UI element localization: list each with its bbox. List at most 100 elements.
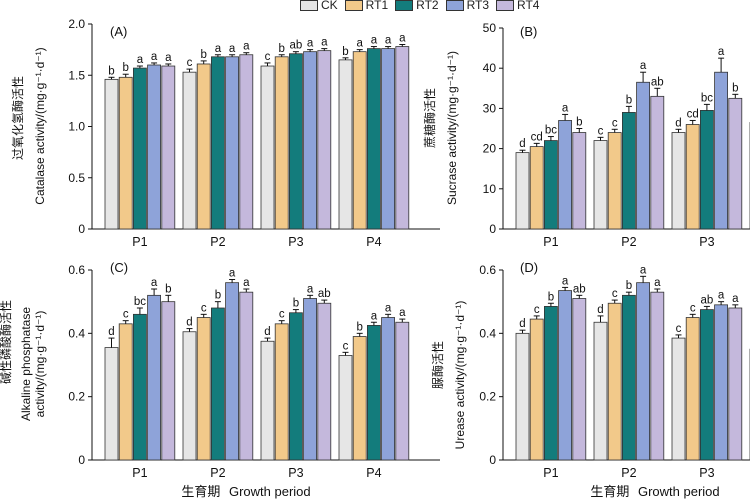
bar	[352, 336, 367, 461]
significance-letter: d	[519, 138, 525, 150]
significance-letter: b	[108, 65, 114, 77]
significance-letter: a	[654, 277, 661, 289]
bar	[274, 323, 289, 461]
significance-letter: cd	[531, 131, 543, 143]
bar	[317, 302, 332, 461]
significance-letter: a	[371, 310, 378, 322]
bar	[515, 152, 530, 230]
y-axis-label-cn: 碱性磷酸酶活性	[0, 300, 13, 384]
bar	[650, 291, 665, 461]
significance-letter: a	[229, 268, 236, 280]
significance-letter: a	[165, 52, 172, 64]
bar	[395, 321, 410, 461]
y-axis-label-cn: 过氧化氢酶活性	[10, 76, 25, 160]
significance-letter: b	[548, 291, 554, 303]
bar	[196, 63, 211, 230]
x-tick-label: P1	[543, 466, 558, 480]
panel-label: (B)	[520, 24, 537, 39]
significance-letter: b	[278, 43, 284, 55]
bottom-label-left-cn: 生育期	[181, 484, 220, 499]
significance-letter: c	[690, 302, 696, 314]
bar	[288, 312, 303, 461]
bar	[260, 65, 275, 230]
significance-letter: d	[108, 326, 114, 338]
significance-letter: b	[626, 280, 632, 292]
bottom-label-left-en: Growth period	[229, 484, 311, 499]
x-tick-label: P3	[288, 235, 303, 249]
legend-swatch-rt2	[395, 0, 414, 11]
bar	[671, 132, 686, 230]
significance-letter: ab	[701, 294, 714, 306]
x-tick-label: P3	[699, 235, 714, 249]
bar	[607, 132, 622, 230]
significance-letter: c	[279, 309, 285, 321]
y-tick-label: 50	[483, 21, 497, 35]
bar	[636, 81, 650, 230]
bar	[225, 282, 240, 461]
bar	[182, 71, 197, 230]
bar	[515, 332, 530, 461]
bar	[118, 323, 133, 461]
bar	[366, 48, 381, 230]
panel-label: (D)	[520, 260, 538, 275]
legend-swatch-rt4	[496, 0, 515, 11]
significance-letter: a	[215, 43, 222, 55]
significance-letter: a	[243, 41, 250, 53]
legend-label-rt2: RT2	[416, 0, 439, 12]
bar	[225, 56, 240, 230]
y-tick-label: 2.0	[68, 17, 85, 31]
bar	[685, 317, 700, 461]
bar	[132, 67, 147, 230]
significance-letter: a	[399, 33, 406, 45]
legend-item-rt2: RT2	[395, 0, 439, 12]
significance-letter: d	[519, 318, 525, 330]
significance-letter: a	[718, 290, 725, 302]
y-tick-label: 10	[483, 182, 497, 196]
y-axis-label-en-line1: Alkaline phosphatase	[19, 307, 33, 421]
y-axis-label-en: Sucrase activity/(mg·g⁻¹·d⁻¹)	[445, 51, 459, 205]
significance-letter: bc	[134, 296, 146, 308]
bar	[685, 124, 700, 230]
x-tick-label: P1	[132, 466, 147, 480]
significance-letter: b	[122, 62, 128, 74]
significance-letter: ab	[651, 76, 664, 88]
bottom-label-right-en: Growth period	[638, 484, 720, 499]
legend-label-rt1: RT1	[365, 0, 389, 12]
y-tick-label: 0.5	[68, 171, 85, 185]
significance-letter: b	[342, 46, 348, 58]
x-tick-label: P3	[288, 466, 303, 480]
legend-swatch-ck	[300, 0, 318, 11]
significance-letter: b	[732, 82, 738, 94]
significance-letter: ab	[290, 40, 303, 52]
bottom-label-right: 生育期 Growth period	[590, 484, 719, 499]
bar	[636, 282, 650, 461]
significance-letter: c	[265, 51, 271, 63]
significance-letter: b	[293, 298, 299, 310]
significance-letter: b	[165, 283, 171, 295]
significance-letter: bc	[545, 125, 557, 137]
legend-item-rt4: RT4	[496, 0, 539, 12]
bar	[366, 325, 381, 461]
x-tick-label: P3	[699, 466, 714, 480]
bar	[572, 132, 587, 230]
significance-letter: cd	[687, 108, 699, 120]
significance-letter: a	[640, 264, 647, 276]
significance-letter: c	[534, 304, 540, 316]
bar	[622, 294, 636, 461]
x-tick-label: P1	[543, 235, 558, 249]
bar	[104, 347, 119, 461]
y-tick-label: 40	[483, 61, 497, 75]
bar	[317, 50, 332, 230]
significance-letter: c	[201, 302, 207, 314]
significance-letter: ab	[318, 288, 331, 300]
y-tick-label: 0.2	[68, 390, 85, 404]
x-tick-label: P1	[132, 235, 147, 249]
x-tick-label: P2	[210, 235, 225, 249]
chart-panel-2: 0 10 20 30 40 50 (B) 蔗糖酶活性 Sucrase activity/(mg·…	[422, 21, 750, 249]
bar	[544, 140, 558, 230]
y-tick-label: 0	[78, 453, 85, 467]
legend-swatch-rt1	[344, 0, 363, 11]
legend: CK RT1 RT2 RT3 RT4	[300, 0, 546, 13]
significance-letter: c	[598, 125, 604, 137]
significance-letter: a	[399, 307, 406, 319]
